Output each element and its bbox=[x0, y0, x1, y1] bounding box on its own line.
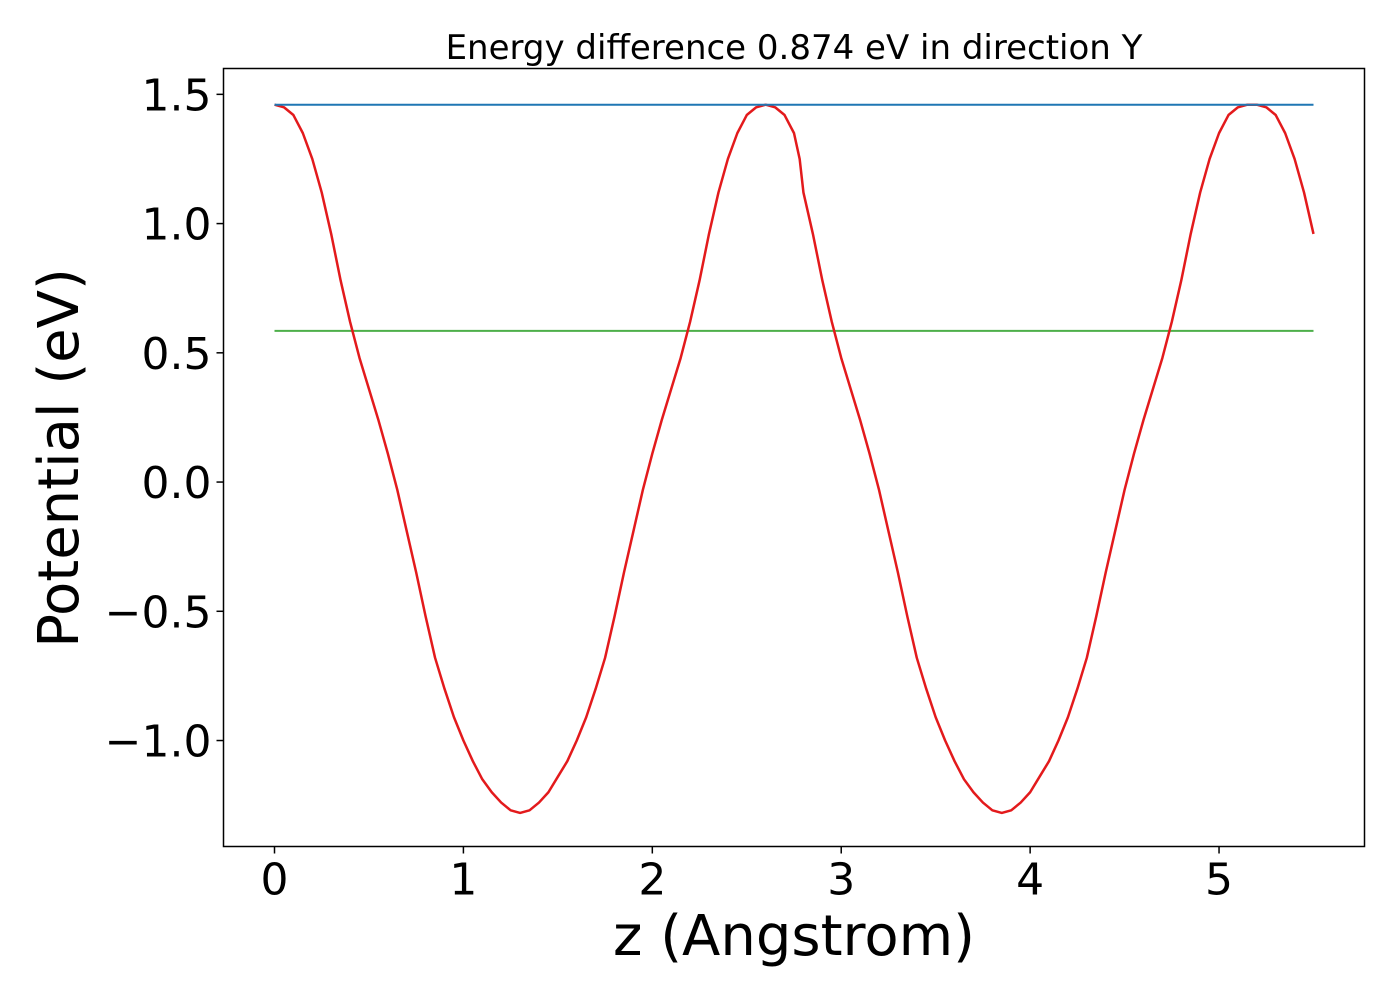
plot-frame bbox=[222, 67, 1366, 848]
x-tick-label: 3 bbox=[827, 855, 855, 906]
x-tick-label: 1 bbox=[449, 855, 477, 906]
y-tick-label: 0.0 bbox=[142, 458, 212, 509]
y-tick-label: −0.5 bbox=[105, 587, 212, 638]
potential-series bbox=[274, 103, 1315, 815]
x-tick-label: 5 bbox=[1205, 855, 1233, 906]
y-axis-label: Potential (eV) bbox=[27, 268, 92, 648]
x-tick-label: 2 bbox=[638, 855, 666, 906]
y-tick-label: −1.0 bbox=[105, 717, 212, 768]
y-axis-ticks: 1.5 1.0 0.5 0.0 −0.5 −1.0 bbox=[105, 70, 224, 768]
x-tick-label: 4 bbox=[1016, 855, 1044, 906]
x-axis-label: z (Angstrom) bbox=[613, 904, 975, 969]
x-tick-label: 0 bbox=[261, 855, 289, 906]
y-tick-label: 1.0 bbox=[142, 200, 212, 251]
x-axis-ticks: 0 1 2 3 4 5 bbox=[261, 846, 1233, 906]
y-tick-label: 1.5 bbox=[142, 70, 212, 121]
plot-lines bbox=[274, 103, 1315, 815]
chart-title: Energy difference 0.874 eV in direction … bbox=[446, 28, 1143, 68]
y-tick-label: 0.5 bbox=[142, 329, 212, 380]
